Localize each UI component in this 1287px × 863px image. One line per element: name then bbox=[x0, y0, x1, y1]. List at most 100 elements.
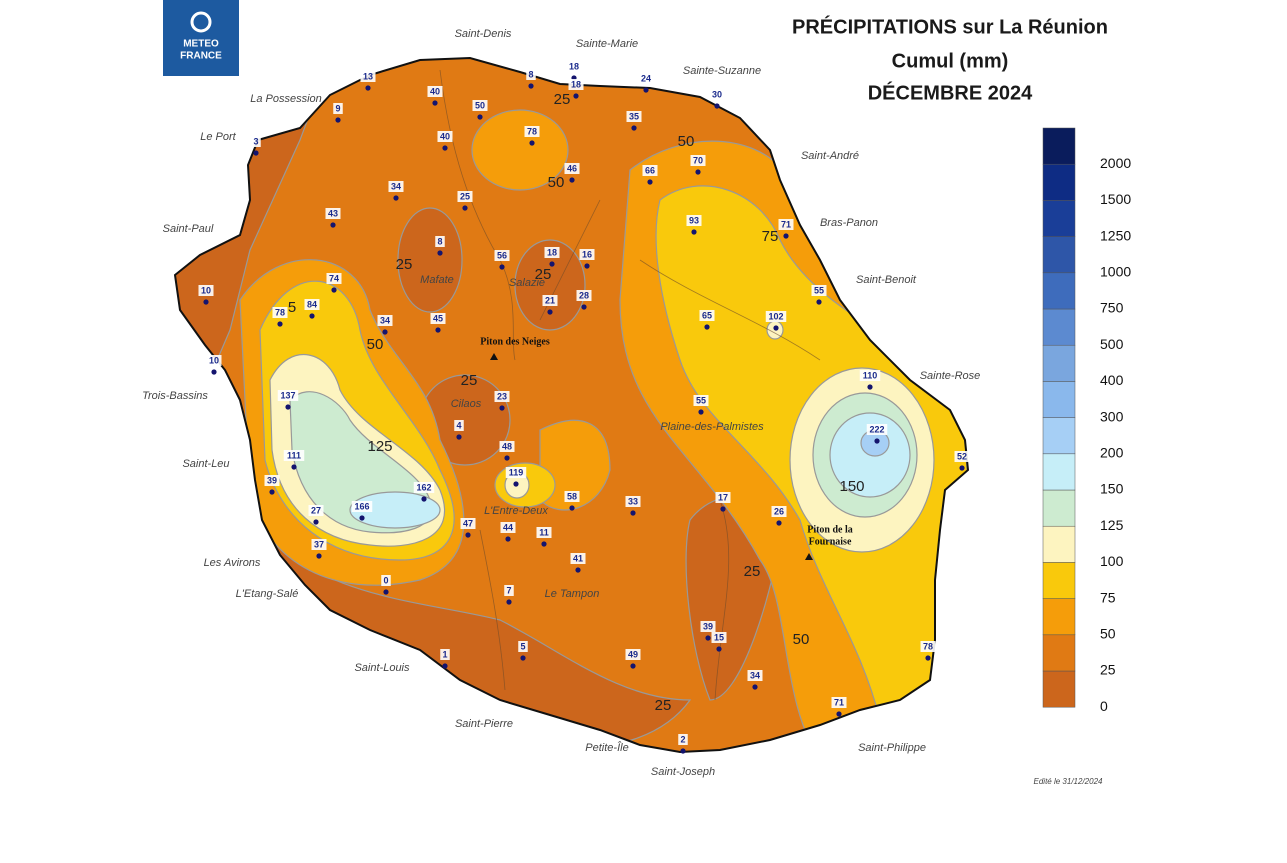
station-value: 43 bbox=[328, 208, 338, 218]
contour-label: 50 bbox=[793, 631, 810, 648]
station-dot bbox=[575, 567, 581, 573]
station-dot bbox=[421, 496, 427, 502]
contour-label: 50 bbox=[678, 133, 695, 150]
station-label-box bbox=[308, 505, 324, 516]
station-dot bbox=[313, 519, 319, 525]
station-label-box bbox=[576, 290, 592, 301]
contour-label: 50 bbox=[548, 174, 565, 191]
station-dot bbox=[359, 515, 365, 521]
station-value: 70 bbox=[693, 155, 703, 165]
station-value: 34 bbox=[750, 670, 760, 680]
station-label-box bbox=[625, 649, 641, 660]
legend-swatch bbox=[1042, 344, 1076, 382]
station-dot bbox=[383, 589, 389, 595]
zone-0-25 bbox=[397, 207, 463, 313]
contour-label: 25 bbox=[396, 256, 413, 273]
logo-text: METEO bbox=[183, 39, 219, 50]
station-value: 46 bbox=[567, 163, 577, 173]
station-label-box bbox=[711, 632, 727, 643]
zone-50-75 bbox=[471, 109, 569, 191]
legend-label: 300 bbox=[1100, 408, 1124, 424]
station-value: 162 bbox=[416, 482, 431, 492]
station-value: 93 bbox=[689, 215, 699, 225]
place-name: Les Avirons bbox=[204, 557, 261, 569]
station-value: 25 bbox=[460, 191, 470, 201]
station-dot bbox=[776, 520, 782, 526]
station-dot bbox=[528, 83, 534, 89]
station-value: 48 bbox=[502, 441, 512, 451]
station-value: 33 bbox=[628, 496, 638, 506]
station-value: 44 bbox=[503, 522, 513, 532]
zone-50-75 bbox=[539, 419, 611, 511]
station-label-box bbox=[272, 307, 288, 318]
station-dot bbox=[836, 711, 842, 717]
station-label-box bbox=[690, 155, 706, 166]
station-label-box bbox=[765, 311, 787, 322]
station-dot bbox=[867, 384, 873, 390]
station-value: 4 bbox=[456, 420, 461, 430]
station-label-box bbox=[686, 215, 702, 226]
station-label-box bbox=[568, 79, 584, 90]
station-value: 24 bbox=[641, 73, 651, 83]
station-label-box bbox=[747, 670, 763, 681]
station-dot bbox=[462, 205, 468, 211]
place-name: Saint-Paul bbox=[163, 223, 214, 235]
station-dot bbox=[513, 481, 519, 487]
station-value: 18 bbox=[569, 61, 579, 71]
station-value: 52 bbox=[957, 451, 967, 461]
station-label-box bbox=[494, 250, 510, 261]
station-value: 1 bbox=[442, 649, 447, 659]
station-label-box bbox=[504, 585, 514, 596]
station-value: 166 bbox=[354, 501, 369, 511]
place-name: Saint-André bbox=[801, 150, 859, 162]
station-dot bbox=[499, 264, 505, 270]
summit-marker bbox=[805, 553, 813, 560]
station-dot bbox=[631, 125, 637, 131]
contour-label: 5 bbox=[288, 299, 296, 316]
station-label-box bbox=[251, 136, 261, 147]
place-name: Cilaos bbox=[451, 398, 482, 410]
station-dot bbox=[720, 506, 726, 512]
station-dot bbox=[698, 409, 704, 415]
station-label-box bbox=[544, 247, 560, 258]
place-name: Salazie bbox=[509, 277, 545, 289]
station-dot bbox=[331, 287, 337, 293]
legend-swatch bbox=[1042, 127, 1076, 165]
place-name: La Possession bbox=[250, 93, 322, 105]
subtitle: Cumul (mm) bbox=[892, 50, 1009, 72]
station-label-box bbox=[499, 441, 515, 452]
legend-swatch bbox=[1042, 598, 1076, 636]
station-dot bbox=[506, 599, 512, 605]
station-value: 74 bbox=[329, 273, 339, 283]
station-label-box bbox=[494, 391, 510, 402]
station-value: 23 bbox=[497, 391, 507, 401]
station-dot bbox=[435, 327, 441, 333]
station-label-box bbox=[579, 249, 595, 260]
legend-label: 75 bbox=[1100, 589, 1116, 605]
station-value: 8 bbox=[528, 69, 533, 79]
station-label-box bbox=[778, 219, 794, 230]
station-value: 34 bbox=[391, 181, 401, 191]
station-dot bbox=[330, 222, 336, 228]
legend-label: 500 bbox=[1100, 336, 1124, 352]
legend-swatch bbox=[1042, 562, 1076, 599]
station-dot bbox=[959, 465, 965, 471]
station-dot bbox=[432, 100, 438, 106]
station-value: 78 bbox=[275, 307, 285, 317]
station-value: 55 bbox=[696, 395, 706, 405]
legend-label: 50 bbox=[1100, 626, 1116, 642]
station-dot bbox=[541, 541, 547, 547]
station-value: 10 bbox=[201, 285, 211, 295]
place-name: Le Tampon bbox=[545, 588, 600, 600]
station-label-box bbox=[771, 506, 787, 517]
station-value: 2 bbox=[680, 734, 685, 744]
station-label-box bbox=[526, 69, 536, 80]
station-value: 78 bbox=[923, 641, 933, 651]
station-value: 34 bbox=[380, 315, 390, 325]
station-dot bbox=[705, 635, 711, 641]
legend-swatch bbox=[1042, 634, 1076, 672]
title: PRÉCIPITATIONS sur La Réunion bbox=[792, 15, 1108, 38]
station-dot bbox=[277, 321, 283, 327]
station-dot bbox=[335, 117, 341, 123]
station-label-box bbox=[678, 734, 688, 745]
